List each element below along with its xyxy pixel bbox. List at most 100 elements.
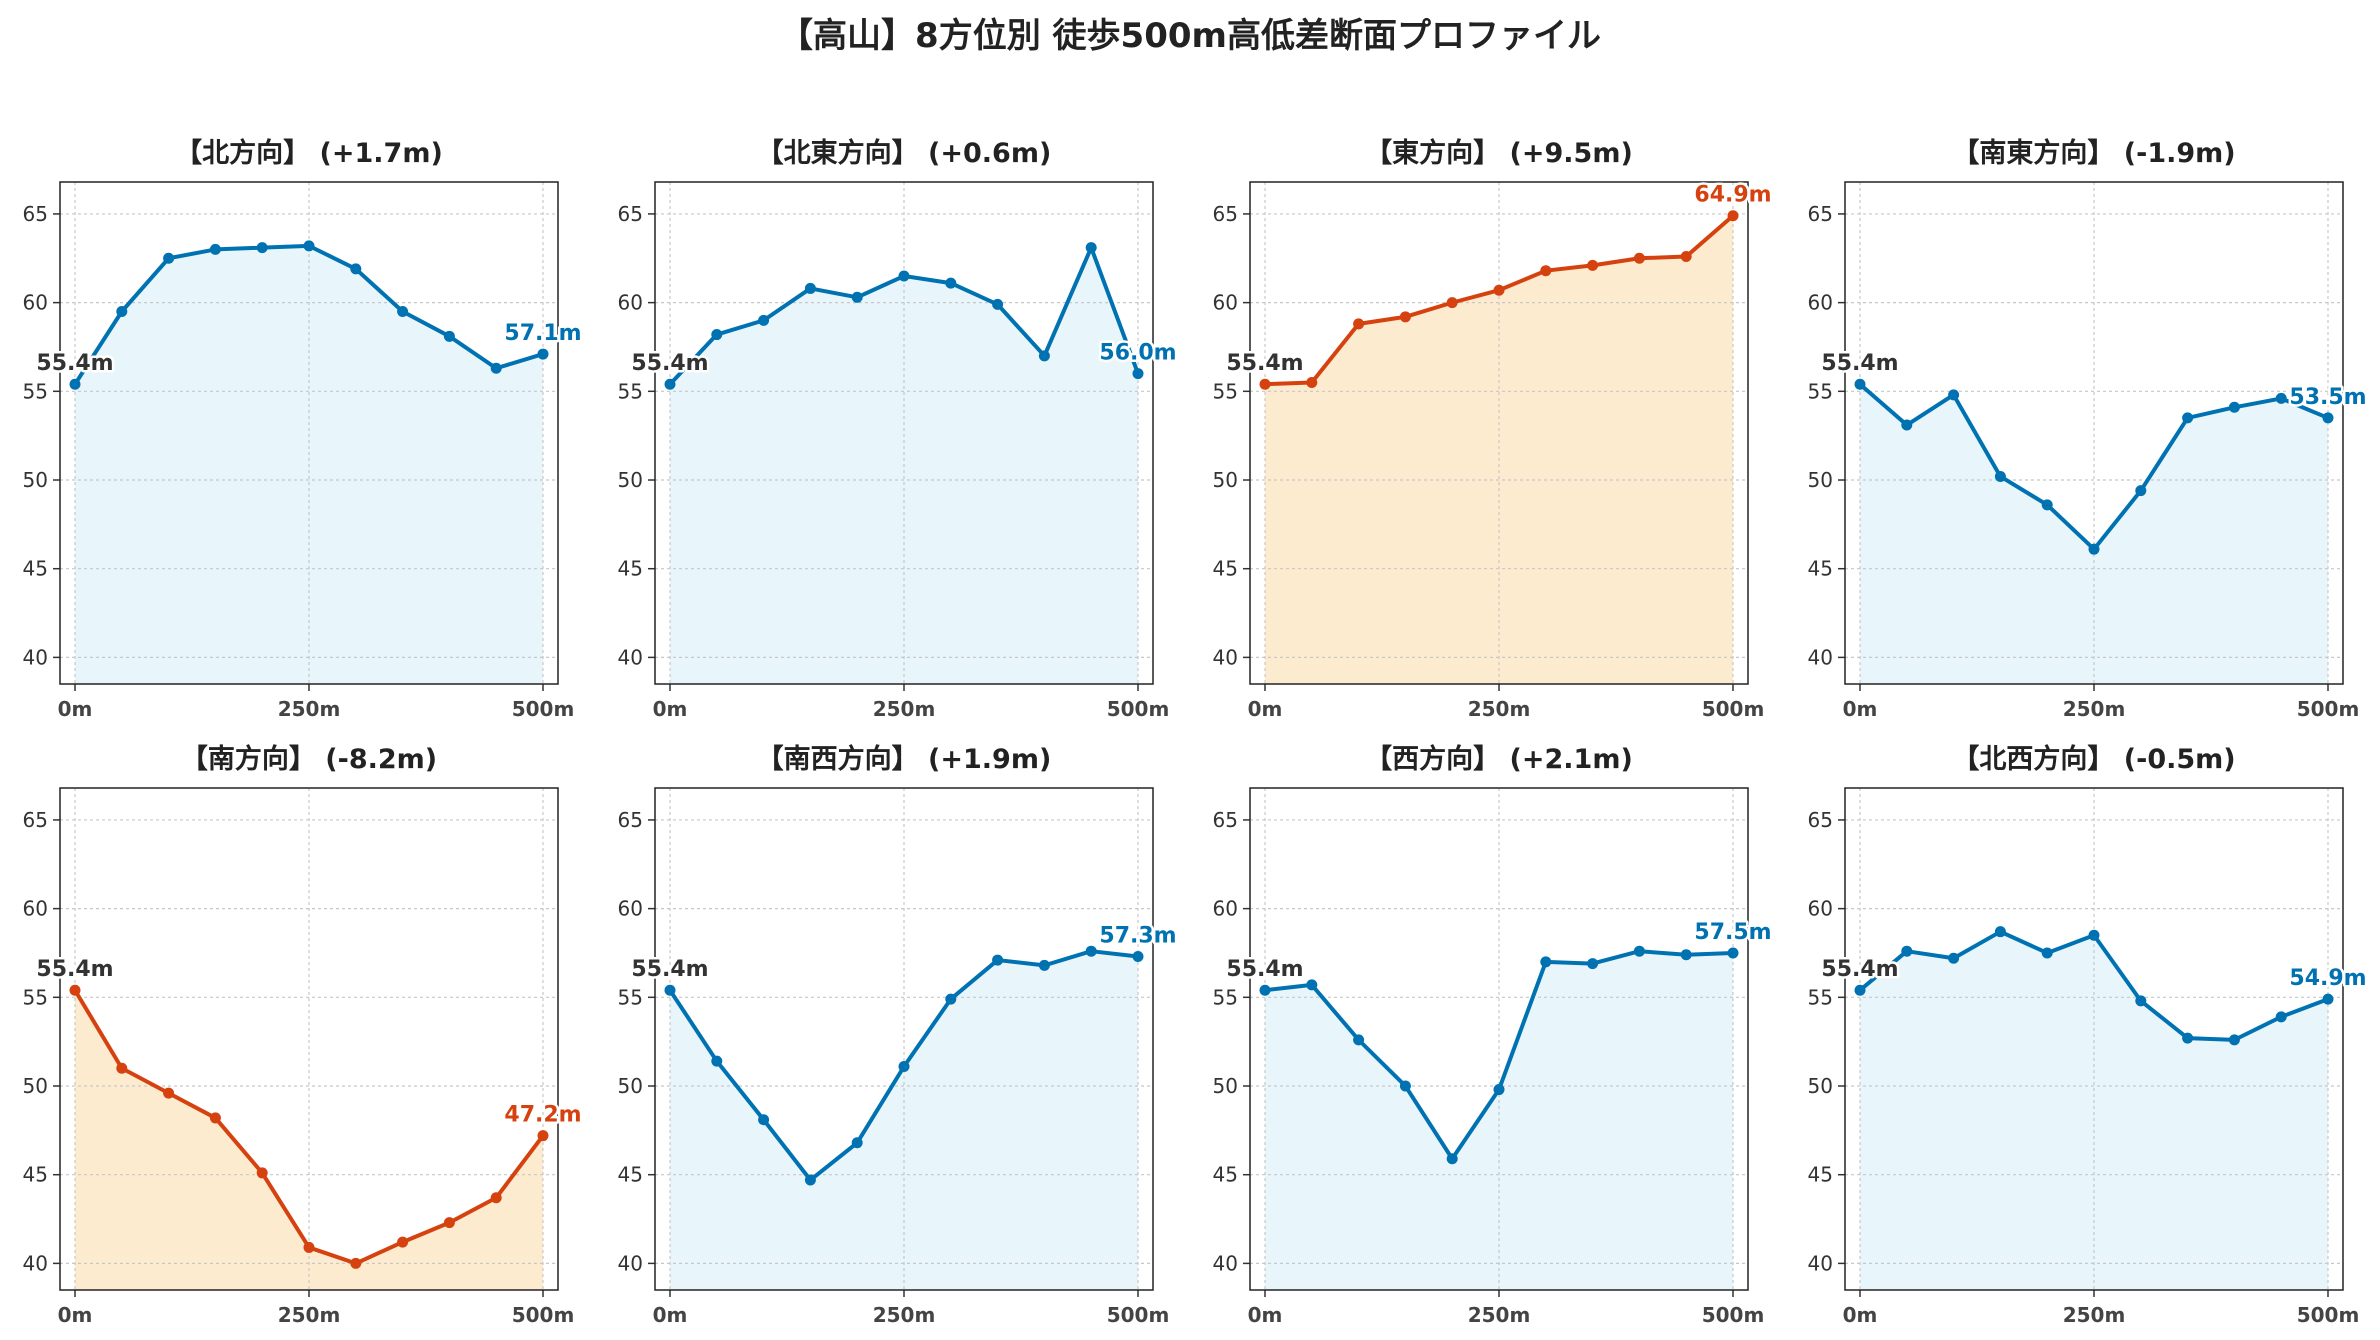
data-point [1259, 378, 1271, 390]
plot-frame [654, 787, 1154, 1291]
data-point [1680, 949, 1692, 961]
data-point [1493, 284, 1505, 296]
panel-title: 【西方向】 (+2.1m) [1365, 743, 1633, 775]
panel-title: 【東方向】 (+9.5m) [1365, 137, 1633, 169]
x-tick-label: 500m [512, 697, 575, 721]
data-point [1994, 926, 2006, 938]
y-tick-label: 65 [23, 808, 48, 832]
panel-title: 【北方向】 (+1.7m) [175, 137, 443, 169]
x-tick-label: 0m [1843, 1303, 1878, 1327]
y-tick-label: 65 [618, 202, 643, 226]
data-point [69, 378, 81, 390]
data-point [1446, 1153, 1458, 1165]
y-tick-label: 40 [618, 1251, 643, 1275]
x-tick-label: 0m [1248, 1303, 1283, 1327]
y-tick-label: 65 [1213, 202, 1238, 226]
data-point [163, 1087, 175, 1099]
data-point [1399, 1080, 1411, 1092]
y-tick-label: 50 [1808, 468, 1833, 492]
panel-title: 【南方向】 (-8.2m) [181, 743, 437, 775]
y-tick-label: 55 [1213, 985, 1238, 1009]
data-point [209, 243, 221, 255]
data-point [303, 1241, 315, 1253]
plot-frame [1249, 787, 1749, 1291]
x-tick-label: 250m [2063, 1303, 2126, 1327]
page-title: 【高山】8方位別 徒歩500m高低差断面プロファイル [779, 16, 1601, 56]
x-tick-label: 500m [1702, 1303, 1765, 1327]
data-point [490, 1192, 502, 1204]
y-tick-label: 60 [1213, 291, 1238, 315]
y-tick-label: 45 [23, 1163, 48, 1187]
data-point [992, 298, 1004, 310]
panel-title: 【北東方向】 (+0.6m) [757, 137, 1052, 169]
chart-panel-1: 【北方向】 (+1.7m) 40 45 50 55 60 65 0m 250m 500m 55.4m… [23, 137, 585, 721]
data-point [1633, 945, 1645, 957]
data-point [1994, 470, 2006, 482]
data-point [1132, 951, 1144, 963]
x-tick-label: 500m [1702, 697, 1765, 721]
data-point [1038, 959, 1050, 971]
end-value-label: 47.2m [504, 1103, 581, 1128]
plot-frame [59, 787, 559, 1291]
start-value-label: 55.4m [631, 351, 708, 376]
y-tick-label: 60 [23, 291, 48, 315]
data-point [2228, 401, 2240, 413]
data-point [664, 378, 676, 390]
data-point [1540, 265, 1552, 277]
x-tick-label: 250m [873, 697, 936, 721]
data-point [2322, 412, 2334, 424]
x-tick-label: 0m [653, 697, 688, 721]
end-value-label: 53.5m [2289, 385, 2366, 410]
y-tick-label: 50 [23, 468, 48, 492]
data-point [2041, 947, 2053, 959]
y-tick-label: 55 [618, 985, 643, 1009]
data-point [898, 270, 910, 282]
data-point [1854, 984, 1866, 996]
x-tick-label: 0m [653, 1303, 688, 1327]
data-point [256, 242, 268, 254]
x-tick-label: 0m [58, 1303, 93, 1327]
y-tick-label: 60 [618, 291, 643, 315]
data-point [1353, 1034, 1365, 1046]
y-tick-label: 55 [23, 985, 48, 1009]
start-value-label: 55.4m [1821, 351, 1898, 376]
y-tick-label: 50 [1808, 1074, 1833, 1098]
x-tick-label: 0m [1248, 697, 1283, 721]
end-value-label: 57.5m [1694, 920, 1771, 945]
end-value-label: 57.3m [1099, 924, 1176, 949]
data-point [1399, 311, 1411, 323]
start-value-label: 55.4m [631, 957, 708, 982]
data-point [163, 252, 175, 264]
start-value-label: 55.4m [36, 351, 113, 376]
data-point [711, 1055, 723, 1067]
y-tick-label: 45 [1808, 557, 1833, 581]
data-point [2088, 543, 2100, 555]
data-point [1854, 378, 1866, 390]
x-tick-label: 500m [1107, 1303, 1170, 1327]
chart-panel-6: 【南西方向】 (+1.9m) 40 45 50 55 60 65 0m 250m 500m 55.4… [618, 743, 1180, 1327]
chart-panel-8: 【北西方向】 (-0.5m) 40 45 50 55 60 65 0m 250m 500m 55.4… [1808, 743, 2370, 1327]
end-value-label: 54.9m [2289, 966, 2366, 991]
y-tick-label: 65 [23, 202, 48, 226]
x-tick-label: 250m [278, 697, 341, 721]
y-tick-label: 40 [1808, 645, 1833, 669]
data-point [804, 282, 816, 294]
x-tick-label: 250m [278, 1303, 341, 1327]
data-point [2275, 1011, 2287, 1023]
chart-panel-4: 【南東方向】 (-1.9m) 40 45 50 55 60 65 0m 250m 500m 55.4… [1808, 137, 2370, 721]
data-point [2041, 499, 2053, 511]
data-point [851, 291, 863, 303]
y-tick-label: 40 [1808, 1251, 1833, 1275]
data-point [711, 329, 723, 341]
data-point [2275, 392, 2287, 404]
chart-panel-5: 【南方向】 (-8.2m) 40 45 50 55 60 65 0m 250m 500m 55.4m… [23, 743, 585, 1327]
end-value-label: 56.0m [1099, 341, 1176, 366]
x-tick-label: 0m [58, 697, 93, 721]
data-point [537, 1130, 549, 1142]
y-tick-label: 65 [1213, 808, 1238, 832]
data-point [350, 1257, 362, 1269]
data-point [537, 348, 549, 360]
x-tick-label: 250m [1468, 697, 1531, 721]
y-tick-label: 55 [1808, 379, 1833, 403]
